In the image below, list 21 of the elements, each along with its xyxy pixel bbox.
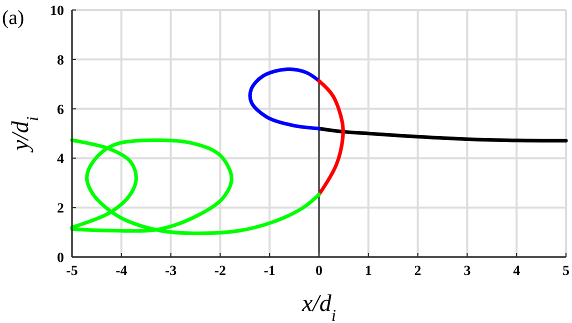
x-tick-label: 0 bbox=[316, 264, 322, 279]
line-series bbox=[317, 126, 568, 142]
y-tick-label: 8 bbox=[57, 53, 64, 68]
x-tick-label: 1 bbox=[364, 264, 372, 279]
text: (a) bbox=[2, 7, 24, 29]
x-tick-label: -1 bbox=[264, 264, 276, 279]
y-tick-label: 2 bbox=[57, 202, 64, 217]
x-tick-label: -4 bbox=[116, 264, 128, 279]
line-series bbox=[317, 79, 345, 196]
x-tick-label: 2 bbox=[414, 264, 422, 279]
x-tick-label: -2 bbox=[214, 264, 226, 279]
x-tick-label: -5 bbox=[66, 264, 78, 279]
y-tick-label: 0 bbox=[57, 251, 64, 266]
y-tick-label: 4 bbox=[57, 152, 64, 168]
x-axis-title: x/d$_{i}$ bbox=[301, 291, 336, 323]
x-tick-label: -3 bbox=[164, 264, 177, 279]
y-tick-label: 6 bbox=[57, 102, 64, 118]
x-tick-label: 3 bbox=[464, 264, 471, 279]
x-tick-label: 5 bbox=[562, 264, 570, 279]
y-tick-label: 10 bbox=[50, 4, 64, 19]
x-tick-label: 4 bbox=[513, 264, 520, 279]
